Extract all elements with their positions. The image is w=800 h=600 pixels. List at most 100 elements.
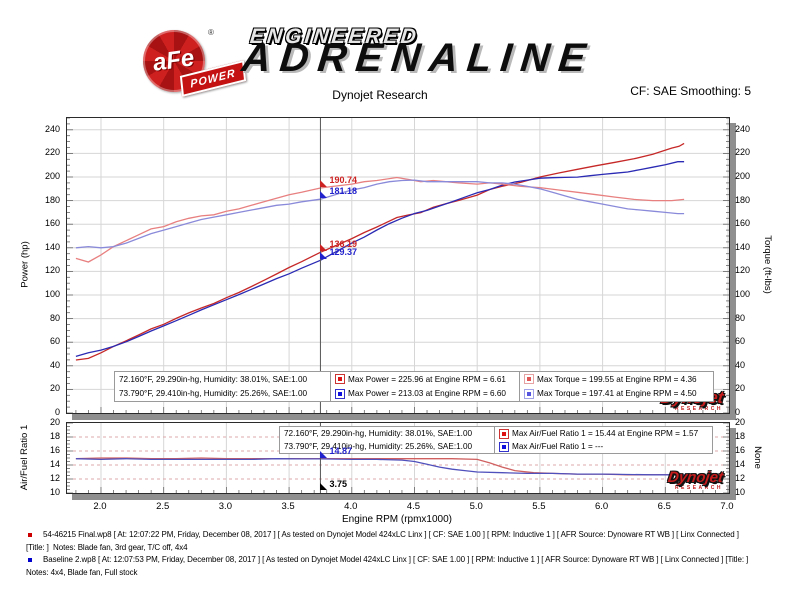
y-tick-label: 18 xyxy=(49,431,60,441)
y-tick-label: 20 xyxy=(49,383,60,394)
cursor-marker-icon xyxy=(320,252,328,260)
run1-max-power: Max Power = 225.96 at Engine RPM = 6.61 xyxy=(348,374,506,384)
y-tick-label: 18 xyxy=(735,431,746,441)
run1-power-swatch-icon xyxy=(335,374,345,385)
run2-max-afr: Max Air/Fuel Ratio 1 = --- xyxy=(512,442,604,451)
y-tick-label: 10 xyxy=(735,487,746,497)
x-tick-label: 5.0 xyxy=(469,501,483,512)
run2-afr-swatch-icon xyxy=(499,441,509,452)
series-afr-54-46215-final xyxy=(75,457,685,476)
smoothing-setting-label: CF: SAE Smoothing: 5 xyxy=(630,84,751,98)
cursor-marker-icon xyxy=(320,179,328,187)
y-tick-label: 14 xyxy=(735,459,746,469)
y-tick-label: 12 xyxy=(735,473,746,483)
run2-file-info: Baseline 2.wp8 [ At: 12:07:53 PM, Friday… xyxy=(43,555,749,564)
afr-legend-max-column: Max Air/Fuel Ratio 1 = 15.44 at Engine R… xyxy=(494,427,709,453)
x-tick-label: 6.5 xyxy=(657,501,671,512)
y-tick-label: 160 xyxy=(735,218,751,229)
main-yaxis-right-title: Torque (ft-lbs) xyxy=(761,234,773,294)
y-tick-label: 20 xyxy=(49,417,60,427)
cursor-value-label: 14.87 xyxy=(329,445,352,456)
xaxis-title: Engine RPM (rpmx1000) xyxy=(341,514,453,525)
y-tick-label: 0 xyxy=(735,407,741,417)
y-tick-label: 200 xyxy=(735,171,751,181)
run2-max-torque: Max Torque = 197.41 at Engine RPM = 4.50 xyxy=(537,389,697,399)
x-tick-label: 4.5 xyxy=(406,501,421,512)
y-tick-label: 80 xyxy=(49,312,60,323)
run2-max-power: Max Power = 213.03 at Engine RPM = 6.60 xyxy=(348,389,506,399)
legend-max-power-column: Max Power = 225.96 at Engine RPM = 6.61 … xyxy=(330,372,519,401)
y-tick-label: 100 xyxy=(44,289,60,299)
cursor-rpm-label: 3.75 xyxy=(329,479,347,489)
x-tick-label: 5.5 xyxy=(532,501,546,512)
chart-subtitle: Dynojet Research xyxy=(332,88,428,102)
afr-chart-legend: 72.160°F, 29.290in-hg, Humidity: 38.01%,… xyxy=(279,426,713,454)
y-tick-label: 80 xyxy=(735,312,746,323)
y-tick-label: 240 xyxy=(735,123,751,134)
y-tick-label: 12 xyxy=(49,473,60,483)
legend-max-torque-column: Max Torque = 199.55 at Engine RPM = 4.36… xyxy=(519,372,713,401)
legend-conditions-column: 72.160°F, 29.290in-hg, Humidity: 38.01%,… xyxy=(115,372,330,401)
dynojet-logo: Dynojet RESEARCH xyxy=(666,469,725,491)
y-tick-label: 14 xyxy=(49,459,60,469)
y-tick-label: 220 xyxy=(735,147,751,158)
cursor-value-label: 181.18 xyxy=(329,186,357,197)
run2-conditions: 73.790°F, 29.410in-hg, Humidity: 25.26%,… xyxy=(119,389,308,399)
x-tick-label: 2.0 xyxy=(93,501,107,512)
afr-legend-conditions-column: 72.160°F, 29.290in-hg, Humidity: 38.01%,… xyxy=(280,427,494,453)
cursor-marker-icon xyxy=(320,244,328,252)
y-tick-label: 20 xyxy=(735,417,746,427)
x-tick-label: 3.0 xyxy=(218,501,232,512)
cursor-value-label: 190.74 xyxy=(329,174,357,185)
series-torque-baseline-2 xyxy=(75,179,685,249)
brand-adrenaline-text: ADRENALINE xyxy=(239,36,597,80)
y-tick-label: 40 xyxy=(49,359,60,370)
y-tick-label: 180 xyxy=(44,194,60,205)
y-tick-label: 60 xyxy=(49,336,60,347)
run2-notes: Notes: 4x4, Blade fan, Full stock xyxy=(26,568,138,577)
power-torque-chart[interactable]: 72.160°F, 29.290in-hg, Humidity: 38.01%,… xyxy=(66,117,730,414)
main-yaxis-left-title: Power (hp) xyxy=(19,240,31,288)
y-tick-label: 20 xyxy=(735,383,746,394)
air-fuel-ratio-chart[interactable]: 72.160°F, 29.290in-hg, Humidity: 38.01%,… xyxy=(66,422,730,494)
cursor-marker-icon xyxy=(320,191,328,199)
run1-conditions: 72.160°F, 29.290in-hg, Humidity: 38.01%,… xyxy=(284,429,473,438)
run1-afr-swatch-icon xyxy=(499,428,509,439)
run1-torque-swatch-icon xyxy=(524,374,534,385)
y-tick-label: 10 xyxy=(49,487,60,497)
y-tick-label: 200 xyxy=(44,171,60,181)
x-tick-label: 7.0 xyxy=(720,501,734,512)
series-torque-54-46215-final xyxy=(75,176,685,263)
y-tick-label: 120 xyxy=(44,265,60,276)
x-tick-label: 2.5 xyxy=(156,501,170,512)
run1-conditions: 72.160°F, 29.290in-hg, Humidity: 38.01%,… xyxy=(119,374,308,384)
y-tick-label: 140 xyxy=(44,241,60,252)
x-tick-label: 4.0 xyxy=(344,501,358,512)
run2-bullet-icon xyxy=(28,558,32,562)
run2-conditions: 73.790°F, 29.410in-hg, Humidity: 25.26%,… xyxy=(284,442,473,451)
run2-torque-swatch-icon xyxy=(524,388,534,399)
run1-notes: [Title: ] Notes: Blade fan, 3rd gear, T/… xyxy=(26,543,188,552)
y-tick-label: 40 xyxy=(735,359,746,370)
run1-max-afr: Max Air/Fuel Ratio 1 = 15.44 at Engine R… xyxy=(512,429,699,438)
series-afr-baseline-2 xyxy=(75,458,685,476)
x-tick-label: 6.0 xyxy=(594,501,609,512)
y-tick-label: 60 xyxy=(735,336,746,347)
power-torque-chart-canvas xyxy=(67,118,729,413)
cursor-rpm-marker-icon xyxy=(320,483,328,490)
run1-max-torque: Max Torque = 199.55 at Engine RPM = 4.36 xyxy=(537,374,697,384)
cursor-value-label: 136.19 xyxy=(329,239,357,250)
y-tick-label: 16 xyxy=(735,445,746,455)
x-tick-label: 3.5 xyxy=(281,501,295,512)
series-power-baseline-2 xyxy=(75,161,685,358)
cursor-value-label: 129.37 xyxy=(329,247,357,258)
y-tick-label: 100 xyxy=(735,289,751,299)
registered-trademark-icon: ® xyxy=(208,28,214,37)
series-power-54-46215-final xyxy=(75,142,685,361)
y-tick-label: 220 xyxy=(44,147,60,158)
y-tick-label: 140 xyxy=(735,241,751,252)
y-tick-label: 160 xyxy=(44,218,60,229)
y-tick-label: 16 xyxy=(49,445,60,455)
cursor-marker-icon xyxy=(320,450,328,458)
